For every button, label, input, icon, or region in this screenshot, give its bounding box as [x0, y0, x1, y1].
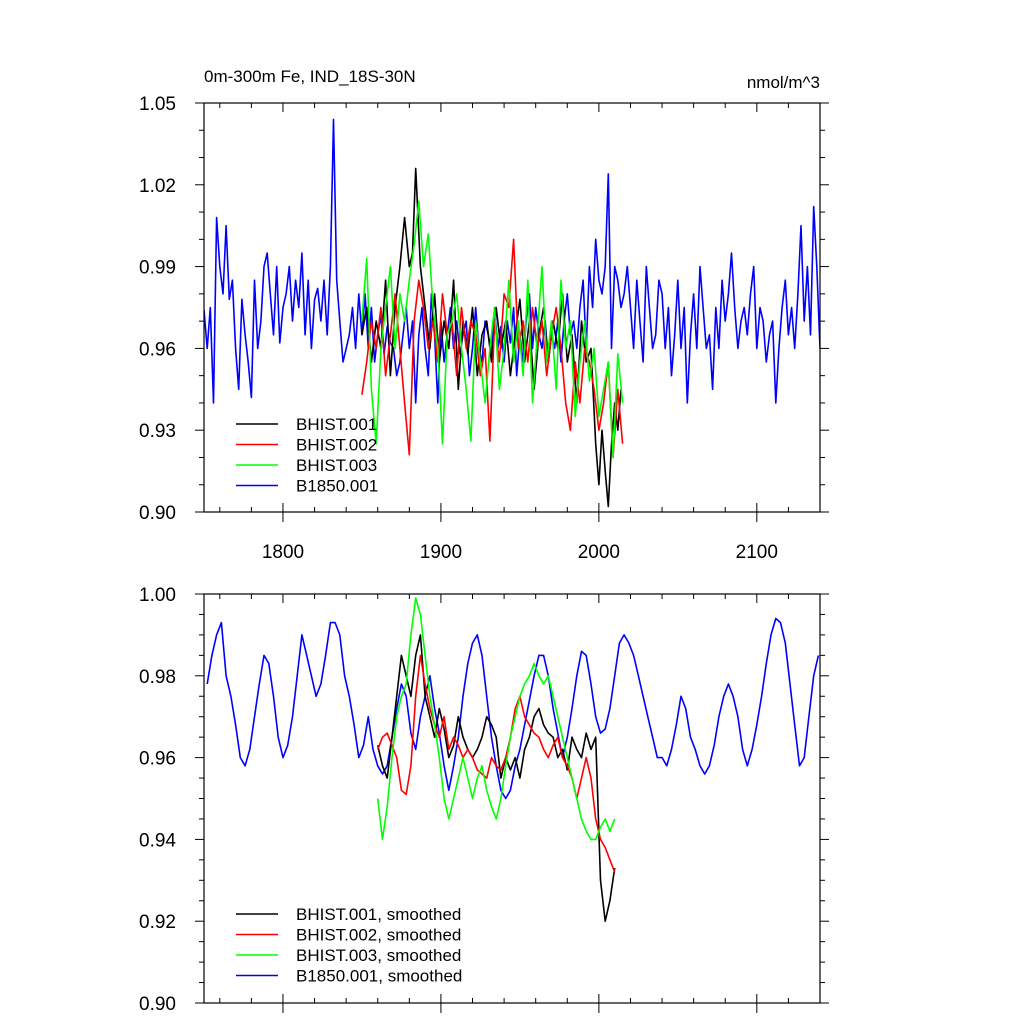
bottom-panel-series: [206, 597, 820, 923]
top-ytick-label: 0.96: [139, 339, 176, 360]
bottom-ytick-label: 1.00: [139, 585, 176, 606]
bottom-ytick-label: 0.94: [139, 830, 176, 851]
top-ytick-label: 1.02: [139, 176, 176, 197]
legend-label: BHIST.002, smoothed: [296, 926, 461, 945]
top-xtick-label: 1900: [420, 542, 462, 563]
series-line-b1850-001-smoothed: [206, 617, 820, 800]
bottom-panel-frame: [203, 593, 821, 1004]
top-panel-title-right: nmol/m^3: [747, 73, 820, 92]
legend-label: BHIST.001, smoothed: [296, 905, 461, 924]
top-xtick-label: 2100: [736, 542, 778, 563]
bottom-panel-ticks: [195, 593, 829, 1013]
top-panel-tick-labels: 0.90 0.93 0.96 0.99 1.02 1.05 1800 1900 2000 2100: [139, 94, 778, 563]
legend-label: B1850.001: [296, 477, 378, 496]
top-xtick-label: 1800: [262, 542, 304, 563]
series-line-bhist-001-smoothed: [376, 634, 616, 923]
bottom-ytick-label: 0.96: [139, 749, 176, 770]
bottom-ytick-label: 0.98: [139, 667, 176, 688]
legend-label: BHIST.003: [296, 456, 377, 475]
top-ytick-label: 0.90: [139, 503, 176, 524]
bottom-panel-tick-labels: 0.90 0.92 0.94 0.96 0.98 1.00: [139, 585, 176, 1015]
top-ytick-label: 0.99: [139, 258, 176, 279]
legend-label: BHIST.001: [296, 415, 377, 434]
top-ytick-label: 1.05: [139, 94, 176, 115]
bottom-panel-legend: BHIST.001, smoothed BHIST.002, smoothedBH…: [236, 905, 462, 986]
series-line-bhist-002: [361, 238, 624, 459]
top-panel-title-left: 0m-300m Fe, IND_18S-30N: [204, 67, 416, 86]
legend-label: B1850.001, smoothed: [296, 967, 462, 986]
legend-label: BHIST.003, smoothed: [296, 946, 461, 965]
series-line-bhist-003-smoothed: [376, 597, 616, 841]
top-panel-series: [204, 118, 820, 508]
top-xtick-label: 2000: [578, 542, 620, 563]
series-line-bhist-003: [361, 200, 624, 459]
legend-label: BHIST.002: [296, 436, 377, 455]
top-panel-ticks: [195, 102, 829, 522]
top-panel-frame: [203, 102, 821, 513]
bottom-ytick-label: 0.90: [139, 994, 176, 1015]
bottom-ytick-label: 0.92: [139, 912, 176, 933]
top-ytick-label: 0.93: [139, 421, 176, 442]
bottom-panel: 0.90 0.92 0.94 0.96 0.98 1.00 BHIST.001, smoo…: [139, 585, 829, 1015]
top-panel: 0m-300m Fe, IND_18S-30N nmol/m^3 0.900.9…: [139, 67, 829, 563]
